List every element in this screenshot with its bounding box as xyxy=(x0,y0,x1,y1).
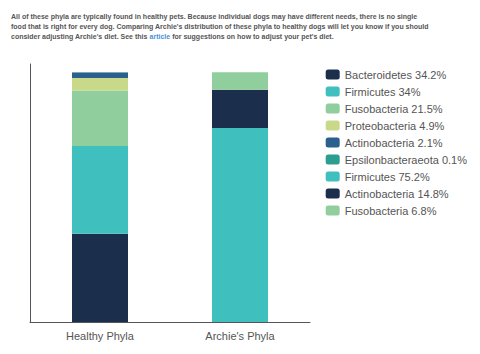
svg-text:Firmicutes 34%: Firmicutes 34% xyxy=(345,86,421,98)
svg-text:Proteobacteria 4.9%: Proteobacteria 4.9% xyxy=(345,120,445,132)
svg-text:Actinobacteria 2.1%: Actinobacteria 2.1% xyxy=(345,137,443,149)
svg-text:Bacteroidetes 34.2%: Bacteroidetes 34.2% xyxy=(345,69,447,81)
svg-text:Actinobacteria 14.8%: Actinobacteria 14.8% xyxy=(345,188,449,200)
svg-text:for suggestions on how to adju: for suggestions on how to adjust your pe… xyxy=(170,33,334,41)
svg-text:Epsilonbacteraeota 0.1%: Epsilonbacteraeota 0.1% xyxy=(345,154,468,166)
svg-text:consider adjusting Archie's di: consider adjusting Archie's diet. See th… xyxy=(11,33,149,41)
svg-text:article: article xyxy=(150,33,171,40)
svg-text:Archie's Phyla: Archie's Phyla xyxy=(205,330,275,342)
svg-text:Fusobacteria 6.8%: Fusobacteria 6.8% xyxy=(345,205,437,217)
svg-text:food that is right for every d: food that is right for every dog. Compar… xyxy=(11,23,429,31)
svg-text:Fusobacteria 21.5%: Fusobacteria 21.5% xyxy=(345,103,443,115)
svg-text:All of these phyla are typical: All of these phyla are typically found i… xyxy=(11,13,417,21)
svg-text:Healthy Phyla: Healthy Phyla xyxy=(66,330,135,342)
svg-text:Firmicutes 75.2%: Firmicutes 75.2% xyxy=(345,171,430,183)
